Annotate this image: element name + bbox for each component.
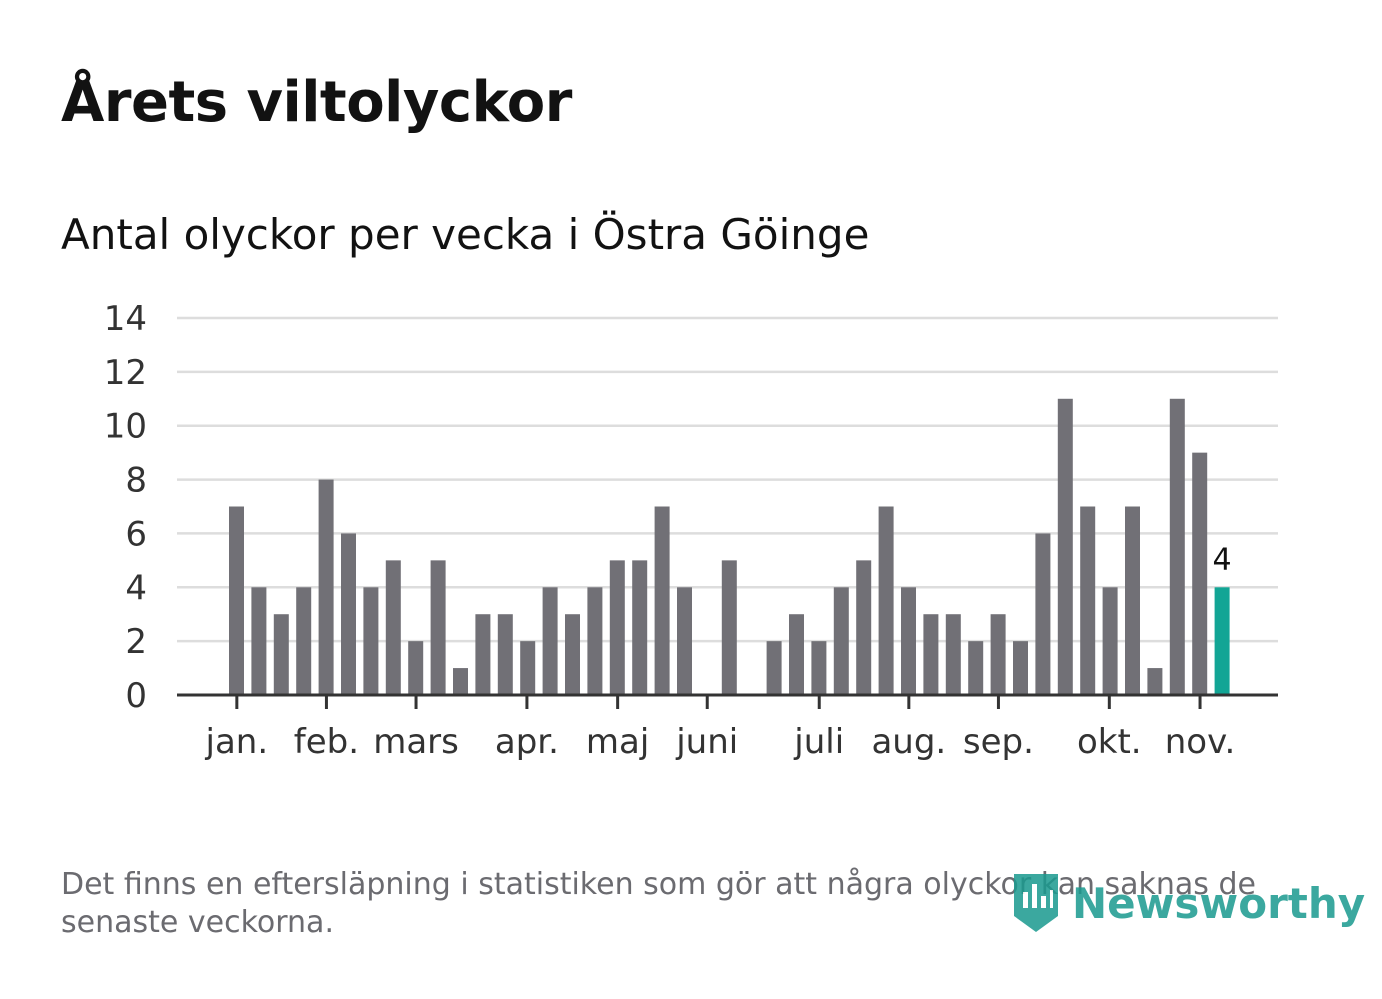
grid-lines — [177, 316, 1278, 643]
bar — [1035, 533, 1051, 695]
newsworthy-logo: Newsworthy — [1010, 870, 1365, 936]
bar — [811, 641, 827, 695]
bar — [520, 641, 536, 695]
bar — [1169, 398, 1185, 695]
bar — [430, 560, 446, 695]
y-tick-label: 14 — [104, 299, 147, 339]
bar — [1147, 668, 1163, 695]
x-tick-label: sep. — [963, 722, 1034, 762]
bar — [1102, 587, 1118, 695]
bar — [923, 614, 939, 695]
x-tick-label: feb. — [294, 722, 359, 762]
bar — [990, 614, 1006, 695]
bar — [878, 506, 894, 695]
bars — [229, 398, 1230, 695]
bar-latest-week — [1214, 587, 1230, 695]
bar — [542, 587, 558, 695]
x-tick-label: apr. — [495, 722, 559, 762]
bar — [1080, 506, 1096, 695]
bar — [341, 533, 356, 695]
bar-chart: 0 2 4 6 8 10 12 14 4 jan. feb. mars apr. maj juni juli a… — [104, 299, 1278, 762]
bar — [945, 614, 961, 695]
bar — [565, 614, 580, 695]
y-tick-label: 10 — [104, 407, 147, 447]
bar — [385, 560, 401, 695]
bar — [1013, 641, 1028, 695]
x-tick-label: maj — [586, 722, 649, 762]
bar — [833, 587, 849, 695]
y-tick-label: 2 — [125, 622, 147, 662]
y-tick-label: 0 — [125, 676, 147, 716]
latest-value-label: 4 — [1213, 542, 1232, 577]
x-tick-label: juli — [793, 722, 844, 762]
x-tick-label: juni — [675, 722, 738, 762]
bar — [789, 614, 804, 695]
bar — [721, 560, 737, 695]
chart-title: Årets viltolyckor — [61, 70, 572, 135]
bar — [632, 560, 648, 695]
x-tick-label: jan. — [205, 722, 269, 762]
axes — [177, 693, 1278, 709]
bar — [901, 587, 916, 695]
bar — [475, 614, 491, 695]
bar — [408, 641, 424, 695]
newsworthy-logo-icon — [1014, 874, 1058, 932]
bar — [587, 587, 603, 695]
bar — [453, 668, 468, 695]
bar — [677, 587, 692, 695]
bar — [609, 560, 625, 695]
bar — [251, 587, 267, 695]
bar — [363, 587, 379, 695]
x-tick-label: nov. — [1165, 722, 1236, 762]
bar — [497, 614, 513, 695]
y-tick-label: 6 — [125, 514, 147, 554]
bar — [1192, 452, 1208, 695]
y-tick-label: 4 — [125, 568, 147, 608]
y-tick-label: 8 — [125, 461, 147, 501]
y-tick-label: 12 — [104, 353, 147, 393]
labels: 0 2 4 6 8 10 12 14 4 jan. feb. mars apr. maj juni juli a… — [104, 299, 1236, 762]
bar — [318, 479, 334, 695]
bar — [766, 641, 782, 695]
chart-subtitle: Antal olyckor per vecka i Östra Göinge — [61, 210, 870, 259]
newsworthy-logo-text: Newsworthy — [1072, 878, 1366, 928]
x-tick-label: aug. — [871, 722, 946, 762]
bar — [856, 560, 872, 695]
bar — [1057, 398, 1073, 695]
bar — [654, 506, 670, 695]
x-tick-label: okt. — [1077, 722, 1142, 762]
bar — [1125, 506, 1140, 695]
bar — [273, 614, 289, 695]
bar — [968, 641, 984, 695]
x-tick-label: mars — [373, 722, 459, 762]
bar — [229, 506, 244, 695]
bar — [296, 587, 312, 695]
